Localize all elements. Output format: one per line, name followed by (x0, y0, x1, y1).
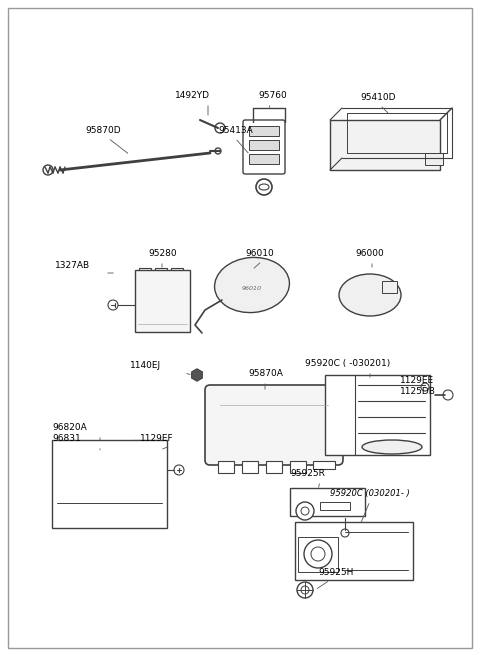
Text: 96820A: 96820A (52, 423, 87, 432)
Bar (249, 126, 279, 136)
Bar (155, 268, 167, 278)
Bar (320, 502, 350, 510)
Circle shape (443, 390, 453, 400)
Circle shape (215, 123, 225, 133)
Circle shape (256, 179, 272, 195)
Bar (171, 268, 183, 278)
Bar (132, 440, 164, 450)
Text: 96000: 96000 (355, 249, 384, 258)
Bar (298, 537, 338, 572)
Bar (425, 153, 443, 165)
Text: 95925H: 95925H (318, 568, 353, 577)
Circle shape (296, 502, 314, 520)
Circle shape (301, 586, 309, 594)
Bar (139, 268, 151, 278)
Text: 1327AB: 1327AB (55, 261, 90, 270)
Circle shape (311, 547, 325, 561)
Text: 96831: 96831 (52, 434, 81, 443)
Text: 1492YD: 1492YD (175, 91, 210, 100)
Bar (266, 461, 282, 473)
Ellipse shape (259, 184, 269, 190)
Circle shape (421, 383, 429, 391)
Bar (382, 281, 397, 293)
Text: 95280: 95280 (148, 249, 177, 258)
Text: 1129EF: 1129EF (140, 434, 174, 443)
Text: 1129EE: 1129EE (400, 376, 434, 385)
Text: 95925R: 95925R (290, 469, 325, 478)
FancyBboxPatch shape (205, 385, 343, 465)
Text: 95870D: 95870D (85, 126, 120, 135)
Circle shape (174, 465, 184, 475)
Bar (52, 440, 167, 528)
Bar (290, 461, 306, 473)
Circle shape (108, 300, 118, 310)
Text: 1140EJ: 1140EJ (130, 361, 161, 370)
Circle shape (341, 529, 349, 537)
Circle shape (297, 582, 313, 598)
Text: 96010: 96010 (242, 286, 262, 291)
Polygon shape (192, 369, 202, 381)
Text: 96010: 96010 (245, 249, 274, 258)
Bar (290, 488, 365, 516)
Ellipse shape (215, 257, 289, 312)
Bar (249, 140, 279, 150)
Bar (135, 270, 190, 332)
Bar (249, 154, 279, 164)
Text: 95920C ( -030201): 95920C ( -030201) (305, 359, 390, 368)
Circle shape (215, 148, 221, 154)
Bar (218, 461, 234, 473)
Bar (242, 461, 258, 473)
Circle shape (301, 507, 309, 515)
Bar (325, 375, 430, 455)
Text: 1125DB: 1125DB (400, 387, 436, 396)
Text: 95410D: 95410D (360, 93, 396, 102)
Bar (295, 522, 413, 580)
Text: 95920C (030201- ): 95920C (030201- ) (330, 489, 410, 498)
Bar (313, 461, 335, 469)
Bar (330, 120, 440, 170)
Text: 95870A: 95870A (248, 369, 283, 378)
Circle shape (43, 165, 53, 175)
Ellipse shape (339, 274, 401, 316)
Circle shape (304, 540, 332, 568)
Ellipse shape (362, 440, 422, 454)
FancyBboxPatch shape (243, 120, 285, 174)
Text: 95760: 95760 (258, 91, 287, 100)
Text: 95413A: 95413A (218, 126, 253, 135)
